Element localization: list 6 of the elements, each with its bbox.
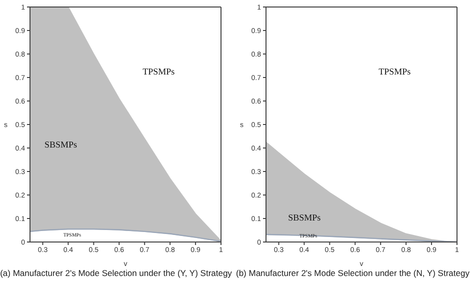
text: (a) Manufacturer 2's Mode Selection under the (Y, Y) Strategy — [0, 268, 232, 278]
annotation: TPSMPs — [142, 66, 175, 77]
text: (b) Manufacturer 2's Mode Selection under the (N, Y) Strategy — [236, 268, 470, 278]
annotation: TPSMPs — [378, 66, 411, 77]
annotation: SBSMPs — [44, 140, 77, 150]
annotation: SBSMPs — [288, 212, 321, 223]
